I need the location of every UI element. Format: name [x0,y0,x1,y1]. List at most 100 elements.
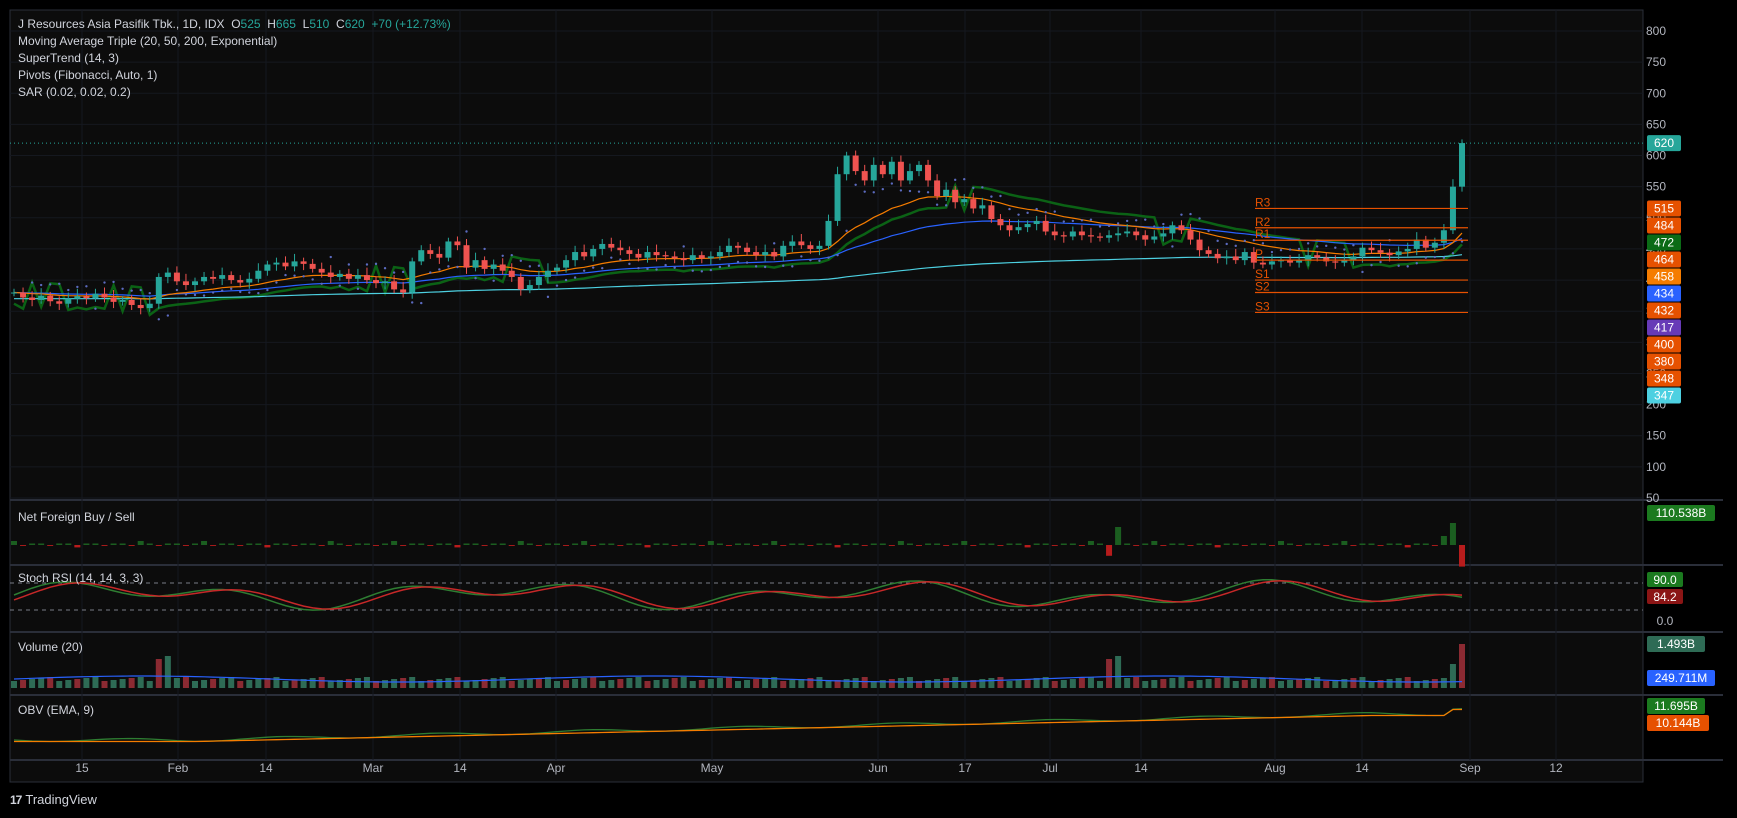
volume-bar [1268,677,1275,688]
candle-body [725,245,732,253]
volume-bar [291,680,298,688]
price-axis-label-box [1647,387,1681,404]
foreign-bar [1287,543,1294,545]
foreign-bar [1368,543,1375,545]
volume-bar [852,678,859,688]
sar-dot [908,189,912,193]
foreign-bar [744,543,751,545]
sar-dot [230,287,233,290]
foreign-bar [780,545,787,546]
volume-bar [1097,681,1103,688]
sar-dot [935,203,939,206]
volume-bar [1042,677,1049,688]
volume-bar [454,677,461,688]
candle-body [671,256,678,259]
low-label: L [302,17,310,31]
volume-bar [20,680,27,688]
foreign-bar [318,545,325,546]
sar-dot [429,271,432,274]
sar-dot [456,265,459,269]
volume-bar [1015,680,1022,688]
tradingview-brand[interactable]: 17 TradingView [10,792,97,807]
foreign-bar [1296,545,1303,546]
foreign-bar [1250,543,1257,545]
x-tick-label: Sep [1459,761,1481,775]
sar-dot [374,262,378,266]
pivot-label: S1 [1255,267,1270,281]
foreign-bar [490,543,497,545]
price-axis-label-box [1647,217,1681,234]
foreign-bar [20,545,27,546]
sar-dot [1451,252,1455,255]
volume-bar [345,679,352,688]
foreign-bar [56,543,63,545]
price-axis-label: 472 [1654,235,1674,249]
volume-bar [789,680,796,688]
sar-dot [664,263,667,267]
candle-body [834,174,841,221]
volume-bar [544,677,551,688]
candle-body [219,275,226,279]
volume-bar [427,680,434,688]
candle-body [1133,231,1140,236]
indicator-supertrend[interactable]: SuperTrend (14, 3) [18,51,119,65]
volume-bar [110,680,117,688]
candle-body [997,219,1004,226]
foreign-bar [563,545,570,546]
candle-body [300,261,307,264]
volume-bar [146,681,153,688]
foreign-bar [309,543,316,545]
sar-dot [1460,240,1464,243]
volume-bar [1359,677,1366,688]
foreign-bar [988,543,995,545]
foreign-bar [409,543,416,545]
candle-body [870,164,877,181]
candle-body [879,164,886,175]
candle-body [1287,260,1294,263]
candle-body [182,281,189,286]
candle-body [1278,260,1284,262]
pivot-label: P [1255,247,1263,261]
volume-bar [1395,678,1402,688]
indicator-pivots[interactable]: Pivots (Fibonacci, Auto, 1) [18,68,158,82]
foreign-bar [707,541,714,545]
sar-dot [211,291,215,294]
candle-body [1404,248,1411,252]
candle-body [1187,230,1194,240]
pane-title-foreign[interactable]: Net Foreign Buy / Sell [18,510,135,524]
candle-body [888,161,895,175]
volume-bar [1106,659,1113,688]
foreign-bar [1323,545,1330,546]
volume-bar [56,681,63,688]
foreign-bar [354,543,361,545]
volume-bar [1223,677,1230,688]
candle-body [155,276,162,304]
candle-body [1196,239,1203,251]
indicator-sar[interactable]: SAR (0.02, 0.02, 0.2) [18,85,131,99]
sar-dot [1442,256,1446,259]
foreign-bar [237,545,244,546]
sar-dot [1334,246,1337,249]
candle-body [590,248,597,257]
sar-dot [1207,229,1210,233]
foreign-bar [1449,523,1456,545]
candle-body [327,272,334,277]
price-axis-label: 515 [1654,201,1674,215]
candle-body [1368,247,1375,251]
price-axis-label: 464 [1654,252,1674,266]
sar-dot [1433,255,1437,259]
sar-dot [67,288,70,292]
pane-title-obv[interactable]: OBV (EMA, 9) [18,703,95,717]
pane-title-stoch[interactable]: Stoch RSI (14, 14, 3, 3) [18,571,144,585]
candle-body [373,280,379,284]
indicator-ma-triple[interactable]: Moving Average Triple (20, 50, 200, Expo… [18,34,278,48]
sar-dot [365,263,369,266]
sar-dot [963,177,966,181]
pane-title-volume[interactable]: Volume (20) [18,640,83,654]
foreign-bar [1133,545,1140,546]
sar-dot [1261,242,1265,245]
volume-bar [1250,679,1257,688]
sar-dot [1189,212,1192,216]
sar-dot [981,186,984,189]
